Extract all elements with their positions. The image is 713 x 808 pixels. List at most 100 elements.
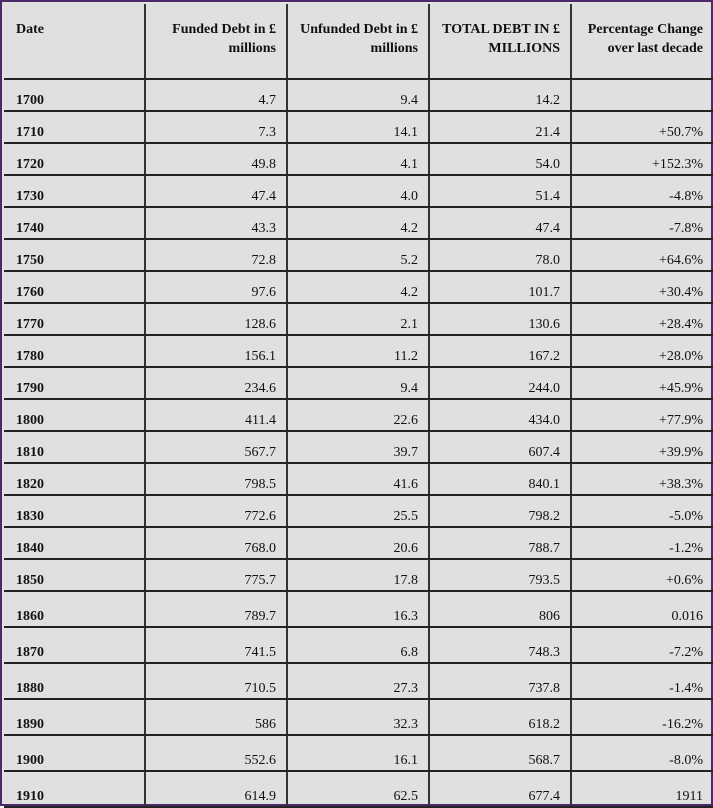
table-row: 1860 789.7 16.3 806 0.016 xyxy=(4,591,713,628)
total-debt-cell: 244.0 xyxy=(428,367,571,400)
unfunded-debt-cell: 4.0 xyxy=(286,175,429,208)
table-row: 1700 4.7 9.4 14.2 xyxy=(4,79,713,112)
table-row: 1910 614.9 62.5 677.4 1911 xyxy=(4,771,713,808)
total-debt-cell: 798.2 xyxy=(428,495,571,528)
year-cell: 1910 xyxy=(4,771,145,808)
unfunded-debt-cell: 4.2 xyxy=(286,271,429,304)
percent-change-cell: +28.0% xyxy=(570,335,713,368)
year-cell: 1700 xyxy=(4,79,145,112)
unfunded-debt-cell: 6.8 xyxy=(286,627,429,664)
funded-debt-cell: 97.6 xyxy=(144,271,287,304)
unfunded-debt-cell: 14.1 xyxy=(286,111,429,144)
percent-change-cell: -8.0% xyxy=(570,735,713,772)
total-debt-cell: 47.4 xyxy=(428,207,571,240)
year-cell: 1800 xyxy=(4,399,145,432)
percent-change-cell: -7.2% xyxy=(570,627,713,664)
table-row: 1870 741.5 6.8 748.3 -7.2% xyxy=(4,627,713,664)
table-row: 1770 128.6 2.1 130.6 +28.4% xyxy=(4,303,713,336)
total-debt-cell: 14.2 xyxy=(428,79,571,112)
table-row: 1710 7.3 14.1 21.4 +50.7% xyxy=(4,111,713,144)
funded-debt-cell: 7.3 xyxy=(144,111,287,144)
column-header-funded-debt: Funded Debt in £ millions xyxy=(144,4,287,80)
year-cell: 1900 xyxy=(4,735,145,772)
year-cell: 1790 xyxy=(4,367,145,400)
year-cell: 1850 xyxy=(4,559,145,592)
unfunded-debt-cell: 9.4 xyxy=(286,367,429,400)
year-cell: 1860 xyxy=(4,591,145,628)
year-cell: 1730 xyxy=(4,175,145,208)
table-row: 1810 567.7 39.7 607.4 +39.9% xyxy=(4,431,713,464)
column-header-percentage-change: Percentage Change over last decade xyxy=(570,4,713,80)
total-debt-cell: 21.4 xyxy=(428,111,571,144)
table-row: 1890 586 32.3 618.2 -16.2% xyxy=(4,699,713,736)
percent-change-cell: -4.8% xyxy=(570,175,713,208)
unfunded-debt-cell: 9.4 xyxy=(286,79,429,112)
funded-debt-cell: 47.4 xyxy=(144,175,287,208)
table-row: 1790 234.6 9.4 244.0 +45.9% xyxy=(4,367,713,400)
total-debt-cell: 101.7 xyxy=(428,271,571,304)
unfunded-debt-cell: 17.8 xyxy=(286,559,429,592)
percent-change-cell: +77.9% xyxy=(570,399,713,432)
unfunded-debt-cell: 22.6 xyxy=(286,399,429,432)
table-row: 1800 411.4 22.6 434.0 +77.9% xyxy=(4,399,713,432)
total-debt-cell: 748.3 xyxy=(428,627,571,664)
percent-change-cell: +39.9% xyxy=(570,431,713,464)
year-cell: 1740 xyxy=(4,207,145,240)
table-row: 1830 772.6 25.5 798.2 -5.0% xyxy=(4,495,713,528)
funded-debt-cell: 710.5 xyxy=(144,663,287,700)
unfunded-debt-cell: 20.6 xyxy=(286,527,429,560)
funded-debt-cell: 789.7 xyxy=(144,591,287,628)
percent-change-cell: +0.6% xyxy=(570,559,713,592)
national-debt-table: Date Funded Debt in £ millions Unfunded … xyxy=(4,4,713,808)
funded-debt-cell: 741.5 xyxy=(144,627,287,664)
funded-debt-cell: 586 xyxy=(144,699,287,736)
total-debt-cell: 54.0 xyxy=(428,143,571,176)
unfunded-debt-cell: 16.3 xyxy=(286,591,429,628)
total-debt-cell: 167.2 xyxy=(428,335,571,368)
unfunded-debt-cell: 27.3 xyxy=(286,663,429,700)
funded-debt-cell: 614.9 xyxy=(144,771,287,808)
table-row: 1880 710.5 27.3 737.8 -1.4% xyxy=(4,663,713,700)
year-cell: 1870 xyxy=(4,627,145,664)
table-row: 1850 775.7 17.8 793.5 +0.6% xyxy=(4,559,713,592)
percent-change-cell: +28.4% xyxy=(570,303,713,336)
funded-debt-cell: 156.1 xyxy=(144,335,287,368)
funded-debt-cell: 567.7 xyxy=(144,431,287,464)
funded-debt-cell: 128.6 xyxy=(144,303,287,336)
year-cell: 1760 xyxy=(4,271,145,304)
percent-change-cell xyxy=(570,79,713,112)
unfunded-debt-cell: 5.2 xyxy=(286,239,429,272)
total-debt-cell: 130.6 xyxy=(428,303,571,336)
year-cell: 1820 xyxy=(4,463,145,496)
percent-change-cell: +152.3% xyxy=(570,143,713,176)
funded-debt-cell: 775.7 xyxy=(144,559,287,592)
funded-debt-cell: 411.4 xyxy=(144,399,287,432)
column-header-date: Date xyxy=(4,4,145,80)
unfunded-debt-cell: 41.6 xyxy=(286,463,429,496)
percent-change-cell: +45.9% xyxy=(570,367,713,400)
funded-debt-cell: 49.8 xyxy=(144,143,287,176)
percent-change-cell: -7.8% xyxy=(570,207,713,240)
year-cell: 1710 xyxy=(4,111,145,144)
table-row: 1740 43.3 4.2 47.4 -7.8% xyxy=(4,207,713,240)
table-row: 1840 768.0 20.6 788.7 -1.2% xyxy=(4,527,713,560)
percent-change-cell: -1.2% xyxy=(570,527,713,560)
unfunded-debt-cell: 62.5 xyxy=(286,771,429,808)
funded-debt-cell: 798.5 xyxy=(144,463,287,496)
funded-debt-cell: 72.8 xyxy=(144,239,287,272)
total-debt-cell: 677.4 xyxy=(428,771,571,808)
total-debt-cell: 51.4 xyxy=(428,175,571,208)
year-cell: 1880 xyxy=(4,663,145,700)
percent-change-cell: 1911 xyxy=(570,771,713,808)
table-header-row: Date Funded Debt in £ millions Unfunded … xyxy=(4,4,713,80)
total-debt-cell: 78.0 xyxy=(428,239,571,272)
percent-change-cell: +64.6% xyxy=(570,239,713,272)
funded-debt-cell: 552.6 xyxy=(144,735,287,772)
funded-debt-cell: 772.6 xyxy=(144,495,287,528)
table-row: 1760 97.6 4.2 101.7 +30.4% xyxy=(4,271,713,304)
year-cell: 1890 xyxy=(4,699,145,736)
total-debt-cell: 840.1 xyxy=(428,463,571,496)
percent-change-cell: +38.3% xyxy=(570,463,713,496)
total-debt-cell: 806 xyxy=(428,591,571,628)
